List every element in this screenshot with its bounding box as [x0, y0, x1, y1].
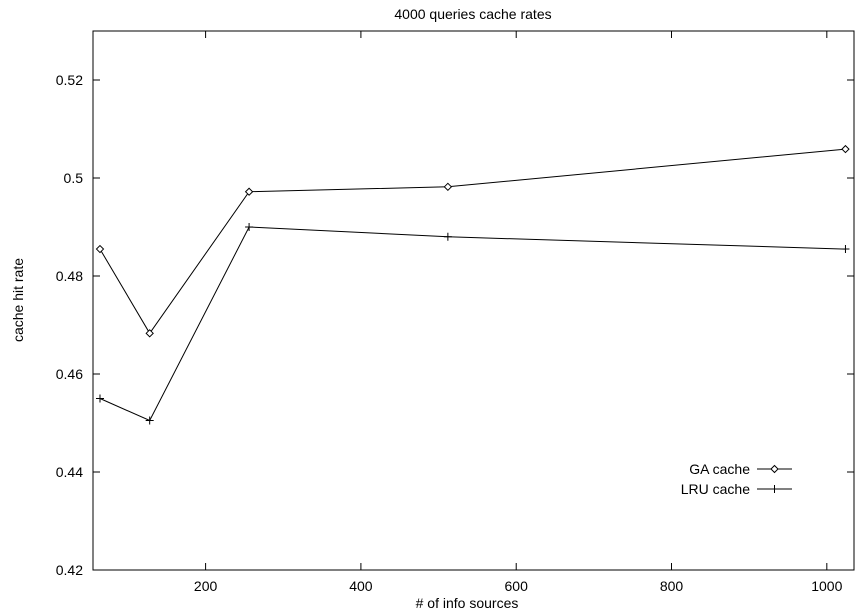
legend-label-lru-cache: LRU cache	[681, 481, 750, 497]
x-tick-label: 400	[349, 578, 373, 594]
data-point-ga-cache	[244, 187, 254, 196]
legend-label-ga-cache: GA cache	[689, 461, 750, 477]
series-line-lru-cache	[99, 226, 846, 422]
y-axis-label: cache hit rate	[10, 258, 26, 342]
data-point-ga-cache	[95, 244, 105, 254]
data-point-lru-cache	[443, 232, 452, 241]
y-tick-label: 0.42	[56, 562, 83, 578]
x-axis-ticks: 200 400 600 800 1000	[194, 31, 843, 594]
legend-marker-ga-cache	[770, 464, 779, 474]
y-axis-ticks: 0.42 0.44 0.46 0.48 0.5 0.52	[56, 72, 854, 578]
data-point-lru-cache	[245, 223, 254, 231]
x-tick-label: 600	[505, 578, 529, 594]
plot-frame	[92, 30, 855, 571]
y-tick-label: 0.46	[56, 366, 83, 382]
data-point-ga-cache	[841, 144, 850, 154]
legend-marker-lru-cache	[770, 485, 779, 493]
x-axis-label: # of info sources	[416, 595, 519, 611]
data-point-lru-cache	[145, 416, 154, 425]
x-tick-label: 800	[660, 578, 684, 594]
legend: GA cache LRU cache	[681, 461, 792, 497]
chart-title: 4000 queries cache rates	[394, 6, 551, 22]
x-tick-label: 200	[194, 578, 218, 594]
y-tick-label: 0.52	[56, 72, 83, 88]
x-tick-label: 1000	[811, 578, 842, 594]
series-ga-cache	[95, 144, 850, 338]
series-layer	[95, 144, 850, 425]
y-tick-label: 0.5	[64, 170, 84, 186]
data-point-ga-cache	[443, 182, 453, 192]
data-point-ga-cache	[145, 329, 154, 338]
data-point-lru-cache	[95, 394, 104, 403]
y-tick-label: 0.44	[56, 464, 83, 480]
series-line-ga-cache	[99, 148, 846, 335]
y-tick-label: 0.48	[56, 268, 83, 284]
series-lru-cache	[95, 223, 850, 425]
data-point-lru-cache	[841, 245, 850, 254]
